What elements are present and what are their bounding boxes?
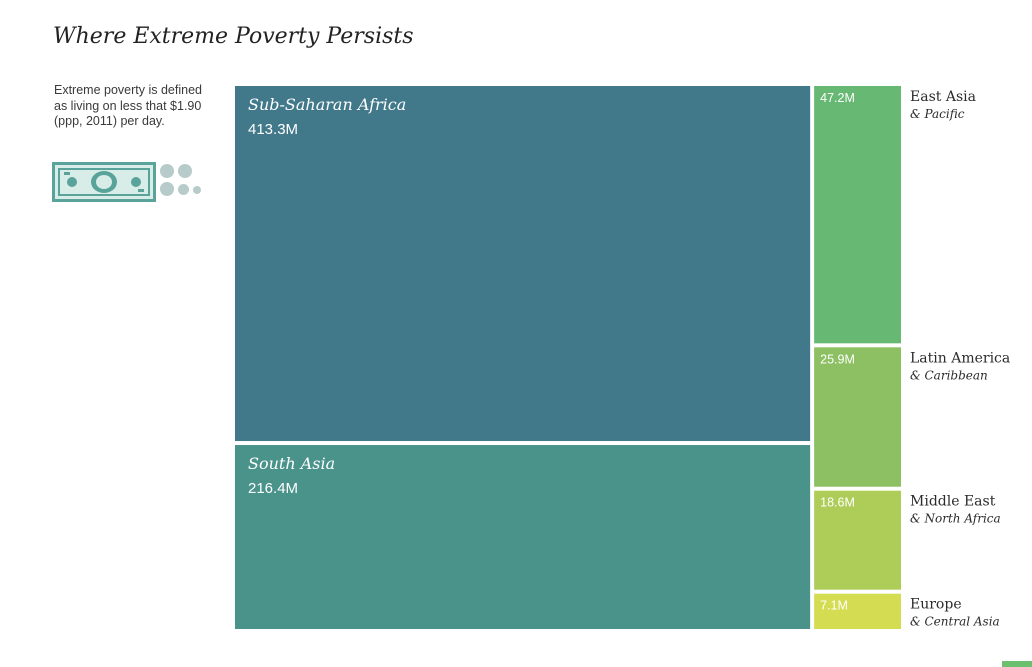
side-label-europe: Europe xyxy=(910,597,962,613)
cell-latin-america xyxy=(814,347,901,487)
side-sublabel-latin-america: & Caribbean xyxy=(910,368,988,382)
corner-accent xyxy=(1002,661,1032,667)
dollar-bill-icon xyxy=(52,162,156,207)
definition-note: Extreme poverty is defined as living on … xyxy=(54,83,202,128)
side-sublabel-east-asia: & Pacific xyxy=(910,107,965,121)
cell-name-sub-saharan-africa: Sub-Saharan Africa xyxy=(248,95,406,114)
side-sublabel-europe: & Central Asia xyxy=(910,615,1000,629)
cell-east-asia xyxy=(814,86,901,344)
side-label-middle-east: Middle East xyxy=(910,494,996,510)
cell-value-east-asia: 47.2M xyxy=(820,91,855,105)
cell-europe xyxy=(814,593,901,629)
cell-value-latin-america: 25.9M xyxy=(820,352,855,366)
side-sublabel-middle-east: & North Africa xyxy=(910,512,1001,526)
cell-value-south-asia: 216.4M xyxy=(248,480,298,497)
side-label-east-asia: East Asia xyxy=(910,89,976,105)
side-label-latin-america: Latin America xyxy=(910,350,1010,366)
cell-middle-east xyxy=(814,490,901,590)
cell-value-europe: 7.1M xyxy=(820,599,848,613)
cell-value-middle-east: 18.6M xyxy=(820,496,855,510)
cell-south-asia xyxy=(235,445,811,629)
cell-name-south-asia: South Asia xyxy=(248,454,335,473)
chart-title: Where Extreme Poverty Persists xyxy=(53,24,414,49)
cell-sub-saharan-africa xyxy=(235,86,811,442)
cell-value-sub-saharan-africa: 413.3M xyxy=(248,121,298,138)
